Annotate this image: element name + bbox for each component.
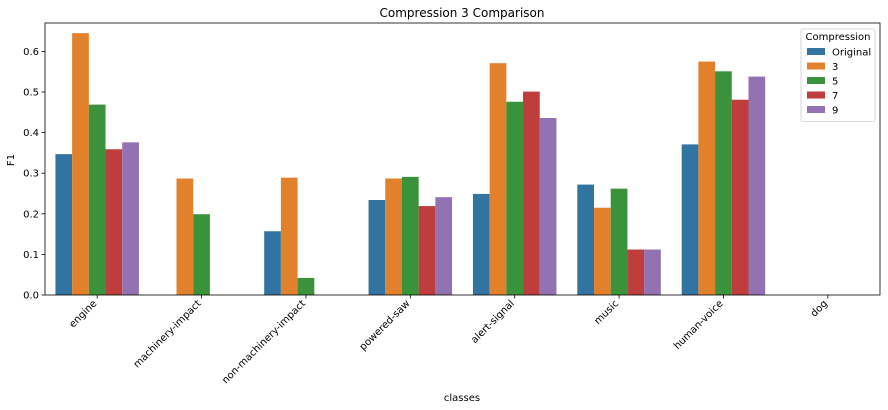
chart-title: Compression 3 Comparison (380, 6, 545, 20)
bar-engine-5 (88, 104, 106, 295)
legend-label: Original (832, 48, 871, 59)
y-tick-label: 0.1 (23, 250, 39, 261)
legend-swatch (807, 62, 825, 70)
legend-label: 7 (832, 91, 838, 102)
y-tick-label: 0.5 (23, 88, 39, 99)
legend-swatch (807, 48, 825, 55)
x-tick-label: powered-saw (358, 298, 413, 353)
bar-alert-signal-5 (506, 101, 524, 295)
bar-non-machinery-impact-Original (264, 231, 281, 295)
x-tick-label: non-machinery-impact (220, 298, 308, 386)
x-axis-label: classes (444, 393, 480, 404)
bar-powered-saw-Original (368, 200, 386, 295)
legend: Compression Original 3 5 7 9 (800, 28, 876, 122)
bar-machinery-impact-5 (193, 214, 210, 295)
bar-powered-saw-9 (435, 197, 453, 295)
y-tick-label: 0.4 (23, 128, 39, 139)
bar-human-voice-5 (715, 71, 732, 295)
bar-human-voice-Original (681, 144, 699, 295)
bar-human-voice-7 (731, 99, 749, 295)
legend-label: 5 (832, 77, 838, 88)
bar-machinery-impact-3 (176, 178, 194, 295)
y-axis-label: F1 (6, 154, 17, 166)
plot-frame (44, 22, 881, 296)
bar-non-machinery-impact-5 (297, 277, 315, 295)
legend-label: 9 (832, 106, 838, 117)
bar-alert-signal-3 (489, 63, 507, 295)
legend-label: 3 (832, 62, 838, 73)
legend-title: Compression (806, 32, 871, 43)
bar-human-voice-3 (698, 61, 716, 295)
legend-swatch (807, 91, 825, 99)
bar-music-Original (577, 184, 595, 295)
bar-music-9 (644, 249, 661, 295)
bar-non-machinery-impact-3 (280, 177, 298, 295)
x-tick-label: dog (809, 298, 830, 319)
y-tick-label: 0.2 (23, 209, 39, 220)
x-tick-label: alert-signal (469, 298, 517, 346)
bar-powered-saw-7 (418, 206, 436, 295)
bar-engine-3 (72, 33, 89, 296)
bar-human-voice-9 (748, 76, 766, 295)
bar-alert-signal-9 (539, 118, 557, 295)
bar-alert-signal-7 (523, 91, 540, 295)
bars-layer (55, 33, 766, 296)
x-tick-label: machinery-impact (132, 298, 204, 370)
bar-music-3 (594, 207, 611, 295)
bar-engine-Original (55, 154, 73, 295)
x-tick-label: human-voice (672, 298, 726, 352)
x-tick-label: music (592, 298, 621, 327)
y-tick-label: 0.3 (23, 169, 39, 180)
bar-music-7 (627, 249, 645, 295)
x-tick-label: engine (67, 298, 99, 330)
bar-engine-7 (105, 149, 123, 295)
bar-alert-signal-Original (472, 193, 490, 295)
legend-swatch (807, 77, 825, 84)
bar-powered-saw-3 (385, 178, 402, 295)
y-tick-label: 0.0 (23, 291, 39, 302)
y-tick-label: 0.6 (23, 47, 39, 58)
bar-engine-9 (122, 142, 139, 295)
bar-music-5 (610, 188, 628, 295)
bar-powered-saw-5 (401, 176, 419, 295)
legend-swatch (807, 106, 825, 113)
